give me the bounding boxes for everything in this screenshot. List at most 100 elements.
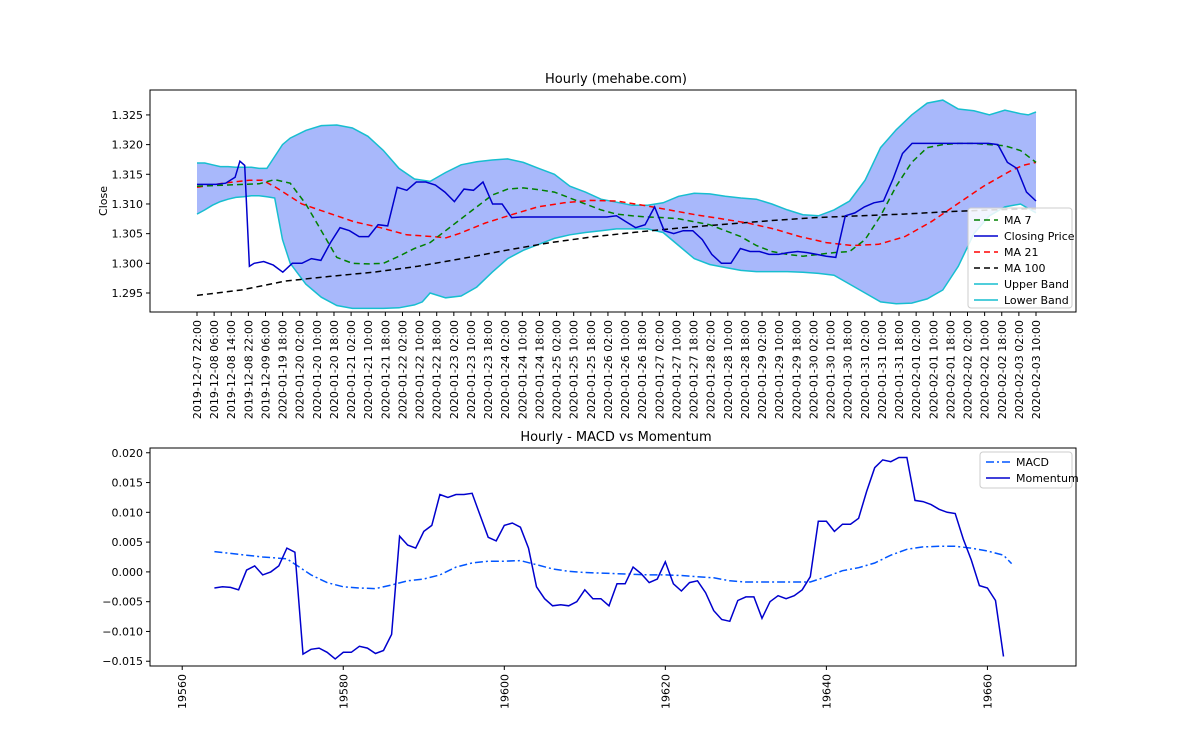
top-xtick-label: 2019-12-08 14:00	[225, 320, 238, 419]
bottom-x-axis: 19560 19580 19600 19620 19640 19660	[176, 666, 994, 709]
bottom-ytick-label: 0.000	[112, 566, 144, 579]
bottom-y-axis: −0.015 −0.010 −0.005 0.000 0.005 0.010 0.015 0.…	[102, 447, 150, 668]
series-ma-100	[196, 207, 1037, 297]
top-xtick-label: 2020-02-02 02:00	[962, 320, 975, 419]
top-xtick-label: 2020-01-25 10:00	[568, 320, 581, 419]
top-xtick-label: 2020-01-31 18:00	[893, 320, 906, 419]
top-xtick-label: 2020-02-03 02:00	[1013, 320, 1026, 419]
top-xtick-label: 2020-01-26 18:00	[636, 320, 649, 419]
series-momentum	[214, 456, 1005, 660]
top-xtick-label: 2020-01-29 02:00	[756, 320, 769, 419]
top-xtick-label: 2020-01-22 10:00	[414, 320, 427, 419]
bottom-legend-box	[979, 451, 1073, 489]
bottom-plot-area	[214, 456, 1013, 660]
top-xtick-label: 2020-01-21 10:00	[362, 320, 375, 419]
bottom-chart-title: Hourly - MACD vs Momentum	[520, 430, 711, 445]
top-xtick-label: 2020-01-24 10:00	[516, 320, 529, 419]
bottom-xtick-label: 19620	[659, 674, 672, 709]
legend-label: MACD	[1016, 456, 1049, 469]
top-ytick-label: 1.320	[112, 139, 144, 152]
top-xtick-label: 2020-01-23 10:00	[465, 320, 478, 419]
top-legend: MA 7 Closing Price MA 21 MA 100 Upper Band Lo…	[967, 207, 1075, 309]
top-xtick-label: 2020-02-02 18:00	[996, 320, 1009, 419]
lower-band-line	[196, 194, 1037, 310]
top-xtick-label: 2020-01-20 10:00	[311, 320, 324, 419]
bottom-xtick-label: 19660	[981, 674, 994, 709]
top-ytick-label: 1.315	[112, 168, 144, 181]
top-xtick-label: 2020-01-31 02:00	[859, 320, 872, 419]
top-xtick-label: 2020-01-23 18:00	[482, 320, 495, 419]
bottom-ytick-label: 0.020	[112, 447, 144, 460]
top-chart: Hourly (mehabe.com) Close 1.295 1.300 1.30…	[97, 72, 1077, 419]
top-xtick-label: 2020-01-30 18:00	[842, 320, 855, 419]
bottom-ytick-label: −0.015	[102, 655, 143, 668]
top-xtick-label: 2020-01-21 18:00	[379, 320, 392, 419]
top-xtick-label: 2020-01-19 18:00	[277, 320, 290, 419]
legend-label: MA 7	[1004, 214, 1032, 227]
top-xtick-label: 2020-01-28 18:00	[739, 320, 752, 419]
bollinger-band-fill	[197, 100, 1036, 309]
top-xtick-label: 2020-01-23 02:00	[448, 320, 461, 419]
upper-band-line	[197, 99, 1037, 217]
top-xtick-label: 2020-01-27 02:00	[653, 320, 666, 419]
legend-label: MA 21	[1004, 246, 1039, 259]
top-xtick-label: 2020-01-22 02:00	[397, 320, 410, 419]
series-ma-21	[196, 161, 1037, 247]
series-macd	[214, 545, 1013, 590]
top-plot-frame	[149, 89, 1077, 313]
top-xtick-label: 2020-02-03 10:00	[1030, 320, 1043, 419]
top-xtick-label: 2020-01-29 18:00	[790, 320, 803, 419]
top-xtick-label: 2020-01-24 02:00	[499, 320, 512, 419]
bottom-ytick-label: 0.015	[112, 477, 144, 490]
top-legend-box	[967, 207, 1073, 309]
top-xtick-label: 2019-12-08 06:00	[208, 320, 221, 419]
top-xtick-label: 2020-01-31 10:00	[876, 320, 889, 419]
top-xtick-label: 2019-12-08 22:00	[242, 320, 255, 419]
top-xtick-label: 2020-01-24 18:00	[533, 320, 546, 419]
bottom-ytick-label: −0.005	[102, 596, 143, 609]
top-ytick-label: 1.305	[112, 228, 144, 241]
legend-label: Lower Band	[1004, 294, 1069, 307]
top-xtick-label: 2020-01-25 02:00	[551, 320, 564, 419]
top-xtick-label: 2020-01-30 10:00	[825, 320, 838, 419]
top-xtick-label: 2020-02-01 10:00	[927, 320, 940, 419]
top-xtick-label: 2020-02-01 18:00	[944, 320, 957, 419]
top-xtick-label: 2020-01-20 02:00	[294, 320, 307, 419]
legend-label: Closing Price	[1004, 230, 1075, 243]
top-xtick-label: 2020-01-29 10:00	[773, 320, 786, 419]
legend-label: Upper Band	[1004, 278, 1069, 291]
top-xtick-label: 2020-01-28 02:00	[705, 320, 718, 419]
top-ytick-label: 1.325	[112, 109, 144, 122]
top-xtick-label: 2019-12-07 22:00	[191, 320, 204, 419]
top-ytick-label: 1.300	[112, 257, 144, 270]
top-xtick-label: 2020-01-30 02:00	[807, 320, 820, 419]
top-xtick-label: 2020-01-27 18:00	[688, 320, 701, 419]
top-xtick-label: 2020-01-27 10:00	[670, 320, 683, 419]
top-xtick-label: 2020-01-22 18:00	[431, 320, 444, 419]
top-xtick-label: 2020-01-26 10:00	[619, 320, 632, 419]
bottom-ytick-label: 0.010	[112, 506, 144, 519]
top-y-axis: 1.295 1.300 1.305 1.310 1.315 1.320 1.325	[112, 109, 150, 300]
top-xtick-label: 2019-12-09 06:00	[260, 320, 273, 419]
legend-label: Momentum	[1016, 472, 1079, 485]
top-x-axis: 2019-12-07 22:00 2019-12-08 06:00 2019-12-…	[191, 312, 1043, 419]
top-chart-title: Hourly (mehabe.com)	[545, 72, 687, 87]
bottom-xtick-label: 19600	[498, 674, 511, 709]
top-ytick-label: 1.310	[112, 198, 144, 211]
top-xtick-label: 2020-01-20 18:00	[328, 320, 341, 419]
top-xtick-label: 2020-01-21 02:00	[345, 320, 358, 419]
top-xtick-label: 2020-02-02 10:00	[979, 320, 992, 419]
top-xtick-label: 2020-01-26 02:00	[602, 320, 615, 419]
series-closing-price	[197, 142, 1037, 274]
bottom-chart: Hourly - MACD vs Momentum −0.015 −0.010 −0…	[102, 430, 1078, 709]
series-ma-7	[196, 142, 1037, 265]
bottom-xtick-label: 19580	[337, 674, 350, 709]
top-plot-area	[196, 99, 1037, 310]
top-xtick-label: 2020-02-01 02:00	[910, 320, 923, 419]
top-chart-ylabel: Close	[97, 186, 110, 216]
top-xtick-label: 2020-01-25 18:00	[585, 320, 598, 419]
bottom-legend: MACD Momentum	[979, 451, 1079, 489]
bottom-ytick-label: −0.010	[102, 625, 143, 638]
